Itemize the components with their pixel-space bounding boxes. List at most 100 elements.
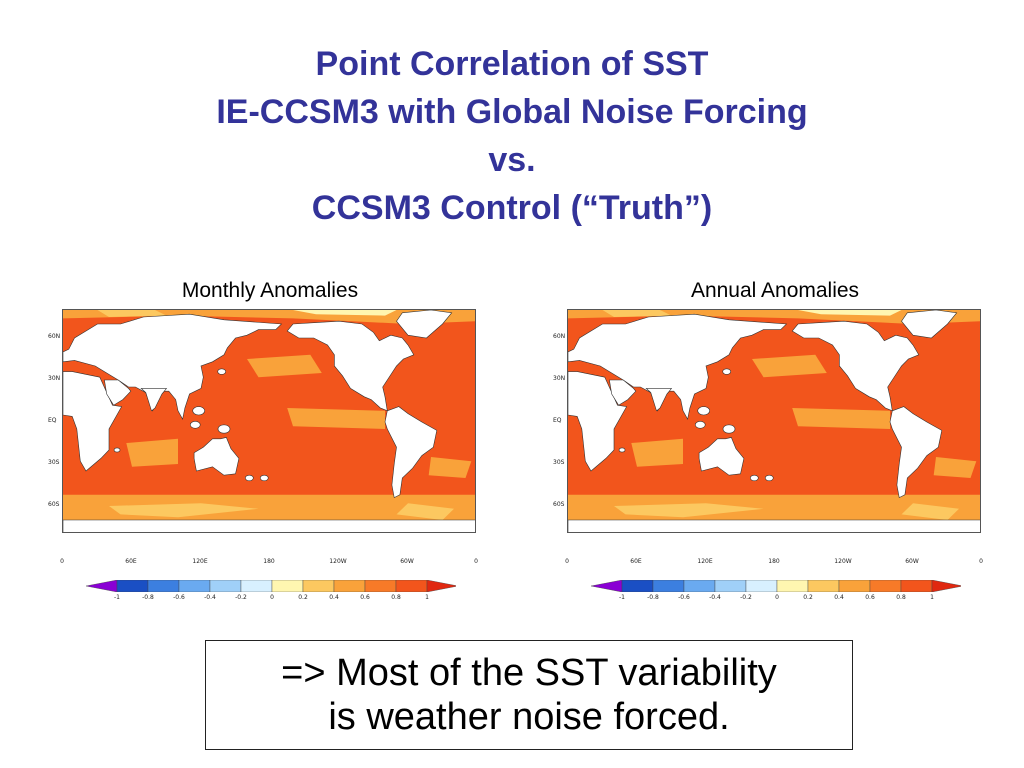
land-mass: [63, 313, 283, 421]
panel-label: Monthly Anomalies: [177, 279, 363, 302]
land-mass: [193, 437, 240, 476]
colorbar-segment: [931, 580, 961, 592]
colorbar-tick-label: 0.6: [360, 594, 370, 601]
colorbar-tick-label: -1: [619, 594, 625, 601]
colorbar-segment: [838, 580, 871, 592]
colorbar-segment: [178, 580, 211, 592]
correlation-map: [62, 309, 476, 533]
correlation-patch: [752, 354, 827, 378]
colorbar: [591, 580, 961, 592]
land-mass: [698, 437, 745, 476]
latitude-label: 60S: [48, 501, 60, 508]
longitude-label: 60E: [125, 558, 137, 565]
longitude-label: 120W: [329, 558, 347, 565]
colorbar-tick-label: -0.2: [235, 594, 247, 601]
colorbar-segment: [745, 580, 778, 592]
colorbar: [86, 580, 456, 592]
colorbar-segment: [714, 580, 747, 592]
colorbar-tick-label: -0.6: [173, 594, 185, 601]
monthly-anomalies-panel: Monthly Anomalies 60N 30N EQ 30S 60S 0 60E 120E…: [48, 276, 490, 606]
colorbar-segment: [86, 580, 118, 592]
land-mass: [901, 310, 958, 339]
colorbar-tick-label: 0.4: [329, 594, 339, 601]
land-mass: [568, 371, 628, 472]
colorbar-segment: [426, 580, 456, 592]
colorbar-tick-label: -0.4: [204, 594, 216, 601]
colorbar-segment: [652, 580, 685, 592]
island: [217, 368, 226, 375]
colorbar-tick-label: 0: [270, 594, 274, 601]
colorbar-segment: [591, 580, 623, 592]
latitude-label: 30S: [553, 459, 565, 466]
longitude-label: 120E: [697, 558, 713, 565]
annual-anomalies-panel: Annual Anomalies 60N 30N EQ 30S 60S 0 60E 120E 1…: [553, 276, 995, 606]
colorbar-segment: [116, 580, 149, 592]
conclusion-box: => Most of the SST variability is weathe…: [205, 640, 853, 750]
colorbar-tick-label: 0.8: [391, 594, 401, 601]
longitude-label: 180: [263, 558, 275, 565]
correlation-patch: [293, 310, 397, 316]
colorbar-tick-label: 0.6: [865, 594, 875, 601]
land-mass: [889, 406, 943, 499]
land-mass: [286, 320, 415, 412]
longitude-label: 60W: [905, 558, 919, 565]
correlation-patch: [396, 503, 454, 520]
colorbar-tick-label: -0.2: [740, 594, 752, 601]
land-mass: [568, 519, 980, 532]
longitude-label: 60W: [400, 558, 414, 565]
conclusion-line-1: => Most of the SST variability: [281, 652, 777, 694]
slide-title: Point Correlation of SST IE-CCSM3 with G…: [0, 40, 1024, 232]
colorbar-segment: [395, 580, 428, 592]
island: [217, 424, 231, 434]
colorbar-tick-label: 0: [775, 594, 779, 601]
island: [113, 447, 121, 453]
correlation-patch: [126, 438, 178, 467]
latitude-label: 60S: [553, 501, 565, 508]
latitude-label: 60N: [553, 333, 566, 340]
land-mass: [384, 406, 438, 499]
island: [722, 368, 731, 375]
colorbar-tick-label: -0.6: [678, 594, 690, 601]
colorbar-segment: [364, 580, 397, 592]
colorbar-segment: [240, 580, 273, 592]
colorbar-tick-label: 0.8: [896, 594, 906, 601]
colorbar-segment: [271, 580, 304, 592]
land-mass: [609, 379, 637, 406]
island: [259, 474, 269, 482]
island: [764, 474, 774, 482]
longitude-label: 0: [565, 558, 569, 565]
colorbar-tick-label: -0.8: [142, 594, 154, 601]
longitude-label: 60E: [630, 558, 642, 565]
latitude-label: 30N: [553, 375, 566, 382]
colorbar-segment: [302, 580, 335, 592]
longitude-label: 120E: [192, 558, 208, 565]
title-line-3: vs.: [488, 141, 536, 179]
island: [245, 474, 254, 482]
panel-label: Annual Anomalies: [686, 279, 864, 302]
correlation-patch: [792, 408, 890, 429]
island: [694, 421, 706, 429]
island: [189, 421, 201, 429]
colorbar-tick-label: 0.2: [298, 594, 308, 601]
title-line-1: Point Correlation of SST: [315, 45, 709, 83]
colorbar-tick-label: -0.4: [709, 594, 721, 601]
colorbar-tick-label: 1: [425, 594, 429, 601]
island: [697, 406, 710, 416]
correlation-patch: [247, 354, 322, 378]
correlation-patch: [798, 310, 902, 316]
colorbar-segment: [333, 580, 366, 592]
colorbar-tick-label: -1: [114, 594, 120, 601]
colorbar-segment: [621, 580, 654, 592]
correlation-patch: [602, 310, 672, 317]
correlation-patch: [97, 310, 167, 317]
map-graphic: [568, 310, 980, 532]
correlation-patch: [933, 457, 977, 478]
latitude-label: 30N: [48, 375, 61, 382]
colorbar-segment: [869, 580, 902, 592]
colorbar-segment: [683, 580, 716, 592]
correlation-patch: [614, 503, 764, 518]
latitude-label: 60N: [48, 333, 61, 340]
correlation-patch: [109, 503, 259, 518]
latitude-label: 30S: [48, 459, 60, 466]
longitude-label: 120W: [834, 558, 852, 565]
